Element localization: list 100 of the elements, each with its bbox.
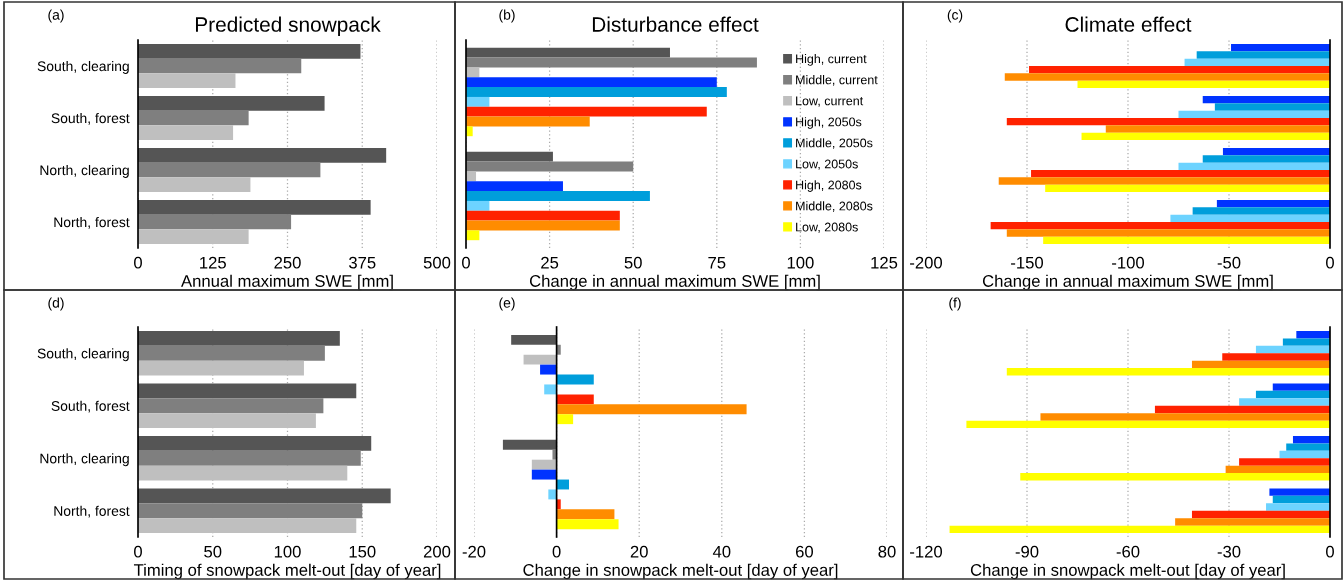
bar [138, 398, 324, 414]
x-tick-label: 250 [274, 256, 301, 269]
x-tick-label: 60 [795, 545, 814, 558]
bar [138, 177, 251, 193]
bar [544, 384, 557, 395]
bar [138, 518, 357, 534]
bar [138, 435, 372, 451]
x-tick-label: 100 [274, 545, 301, 558]
x-tick-label: 0 [134, 256, 142, 269]
legend-label: Low, 2080s [796, 222, 858, 233]
chart-title: Climate effect [1065, 16, 1192, 32]
bar [466, 151, 553, 162]
bar [138, 43, 361, 59]
x-tick-label: 40 [712, 545, 731, 558]
bar [556, 499, 561, 510]
bar [466, 57, 757, 68]
bar [556, 394, 594, 405]
bar [138, 162, 321, 178]
x-tick-label: 0 [552, 545, 561, 558]
bar [138, 360, 304, 376]
bar [138, 58, 302, 74]
x-tick-label: 150 [349, 545, 376, 558]
bar [138, 503, 363, 519]
bar [556, 519, 619, 530]
bar [548, 489, 557, 500]
x-axis-title: Change in snowpack melt-out [day of year] [523, 563, 838, 580]
legend-label: High, 2080s [796, 180, 862, 192]
bar [466, 171, 477, 182]
y-tick-label: South, clearing [37, 348, 129, 362]
bar [138, 465, 348, 481]
bar [466, 210, 620, 221]
text: (f) [949, 297, 961, 311]
bar [138, 383, 357, 399]
chart-title: Predicted snowpack [195, 16, 381, 36]
bar [138, 147, 387, 163]
x-tick-label: 20 [630, 545, 648, 558]
y-tick-label: North, forest [54, 505, 130, 518]
bar [502, 439, 557, 450]
x-axis-title: Change in annual maximum SWE [mm] [982, 274, 1273, 291]
bar [138, 199, 371, 215]
x-tick-label: 50 [204, 545, 222, 558]
y-tick-label: South, forest [51, 400, 130, 413]
bar [466, 161, 634, 172]
y-tick-label: North, clearing [40, 453, 129, 467]
bar [138, 413, 316, 429]
bar [466, 200, 490, 211]
bar [523, 354, 557, 365]
bar [138, 73, 236, 89]
y-tick-label: South, forest [51, 112, 130, 125]
text: (c) [947, 9, 963, 23]
x-tick-label: 0 [1326, 256, 1334, 269]
legend-label: Low, current [796, 96, 864, 107]
legend-label: Low, 2050s [796, 159, 858, 170]
text: (a) [48, 9, 64, 23]
y-tick-label: North, clearing [40, 164, 129, 178]
x-tick-label: 50 [624, 256, 642, 269]
bar [556, 374, 594, 385]
bar [466, 96, 490, 107]
x-tick-label: 125 [200, 256, 226, 269]
chart-title: Disturbance effect [592, 16, 759, 32]
x-tick-label: 80 [878, 545, 896, 558]
x-tick-label: 100 [787, 256, 814, 269]
legend-label: Middle, 2050s [796, 138, 873, 149]
bar [138, 125, 234, 141]
bar [466, 116, 590, 127]
bar [552, 449, 557, 460]
bar [556, 509, 615, 520]
x-axis-title: Change in snowpack melt-out [day of year] [970, 563, 1285, 580]
x-axis-title: Annual maximum SWE [mm] [181, 274, 393, 291]
bar [138, 345, 325, 361]
x-tick-label: 0 [462, 256, 470, 269]
bar [540, 364, 557, 375]
x-tick-label: -20 [462, 545, 486, 558]
text: (d) [48, 297, 64, 311]
bar [138, 488, 391, 504]
bar [466, 181, 563, 192]
bar [466, 106, 707, 117]
bar [466, 191, 650, 201]
bar [531, 469, 557, 480]
bar [556, 414, 574, 425]
x-tick-label: -120 [910, 545, 943, 558]
x-axis-title: Timing of snowpack melt-out [day of year] [133, 563, 441, 580]
bar [511, 334, 557, 345]
x-axis-title: Change in annual maximum SWE [mm] [529, 274, 820, 291]
x-tick-label: 0 [1326, 545, 1334, 558]
y-tick-label: South, clearing [37, 60, 129, 74]
x-tick-label: 0 [134, 545, 142, 558]
bar [556, 404, 747, 415]
bar [466, 47, 670, 58]
bar [138, 110, 249, 126]
bar [138, 450, 361, 466]
bar [138, 330, 340, 346]
bar [466, 77, 717, 88]
x-tick-label: -100 [1112, 256, 1145, 269]
x-tick-label: -90 [1015, 545, 1039, 558]
bar [138, 214, 292, 230]
x-tick-label: -60 [1116, 545, 1140, 558]
x-tick-label: 375 [348, 256, 376, 269]
legend-label: High, 2050s [796, 117, 862, 129]
x-tick-label: 75 [708, 256, 726, 269]
